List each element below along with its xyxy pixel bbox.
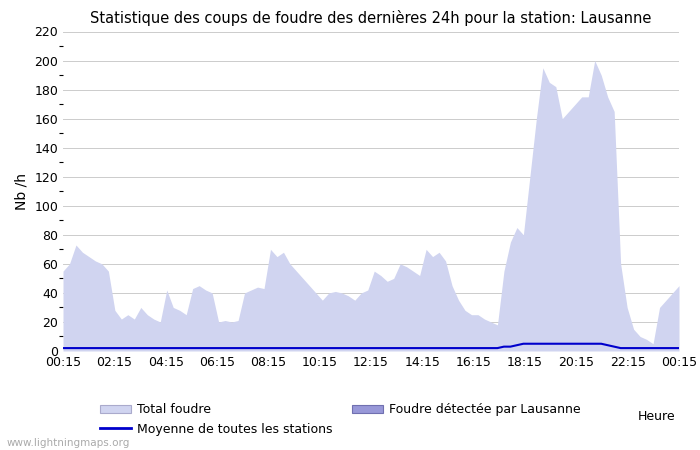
Text: Heure: Heure <box>638 410 676 423</box>
Text: www.lightningmaps.org: www.lightningmaps.org <box>7 438 130 448</box>
Legend: Total foudre, Moyenne de toutes les stations, Foudre détectée par Lausanne: Total foudre, Moyenne de toutes les stat… <box>94 398 586 441</box>
Title: Statistique des coups de foudre des dernières 24h pour la station: Lausanne: Statistique des coups de foudre des dern… <box>90 10 652 26</box>
Y-axis label: Nb /h: Nb /h <box>15 173 29 210</box>
